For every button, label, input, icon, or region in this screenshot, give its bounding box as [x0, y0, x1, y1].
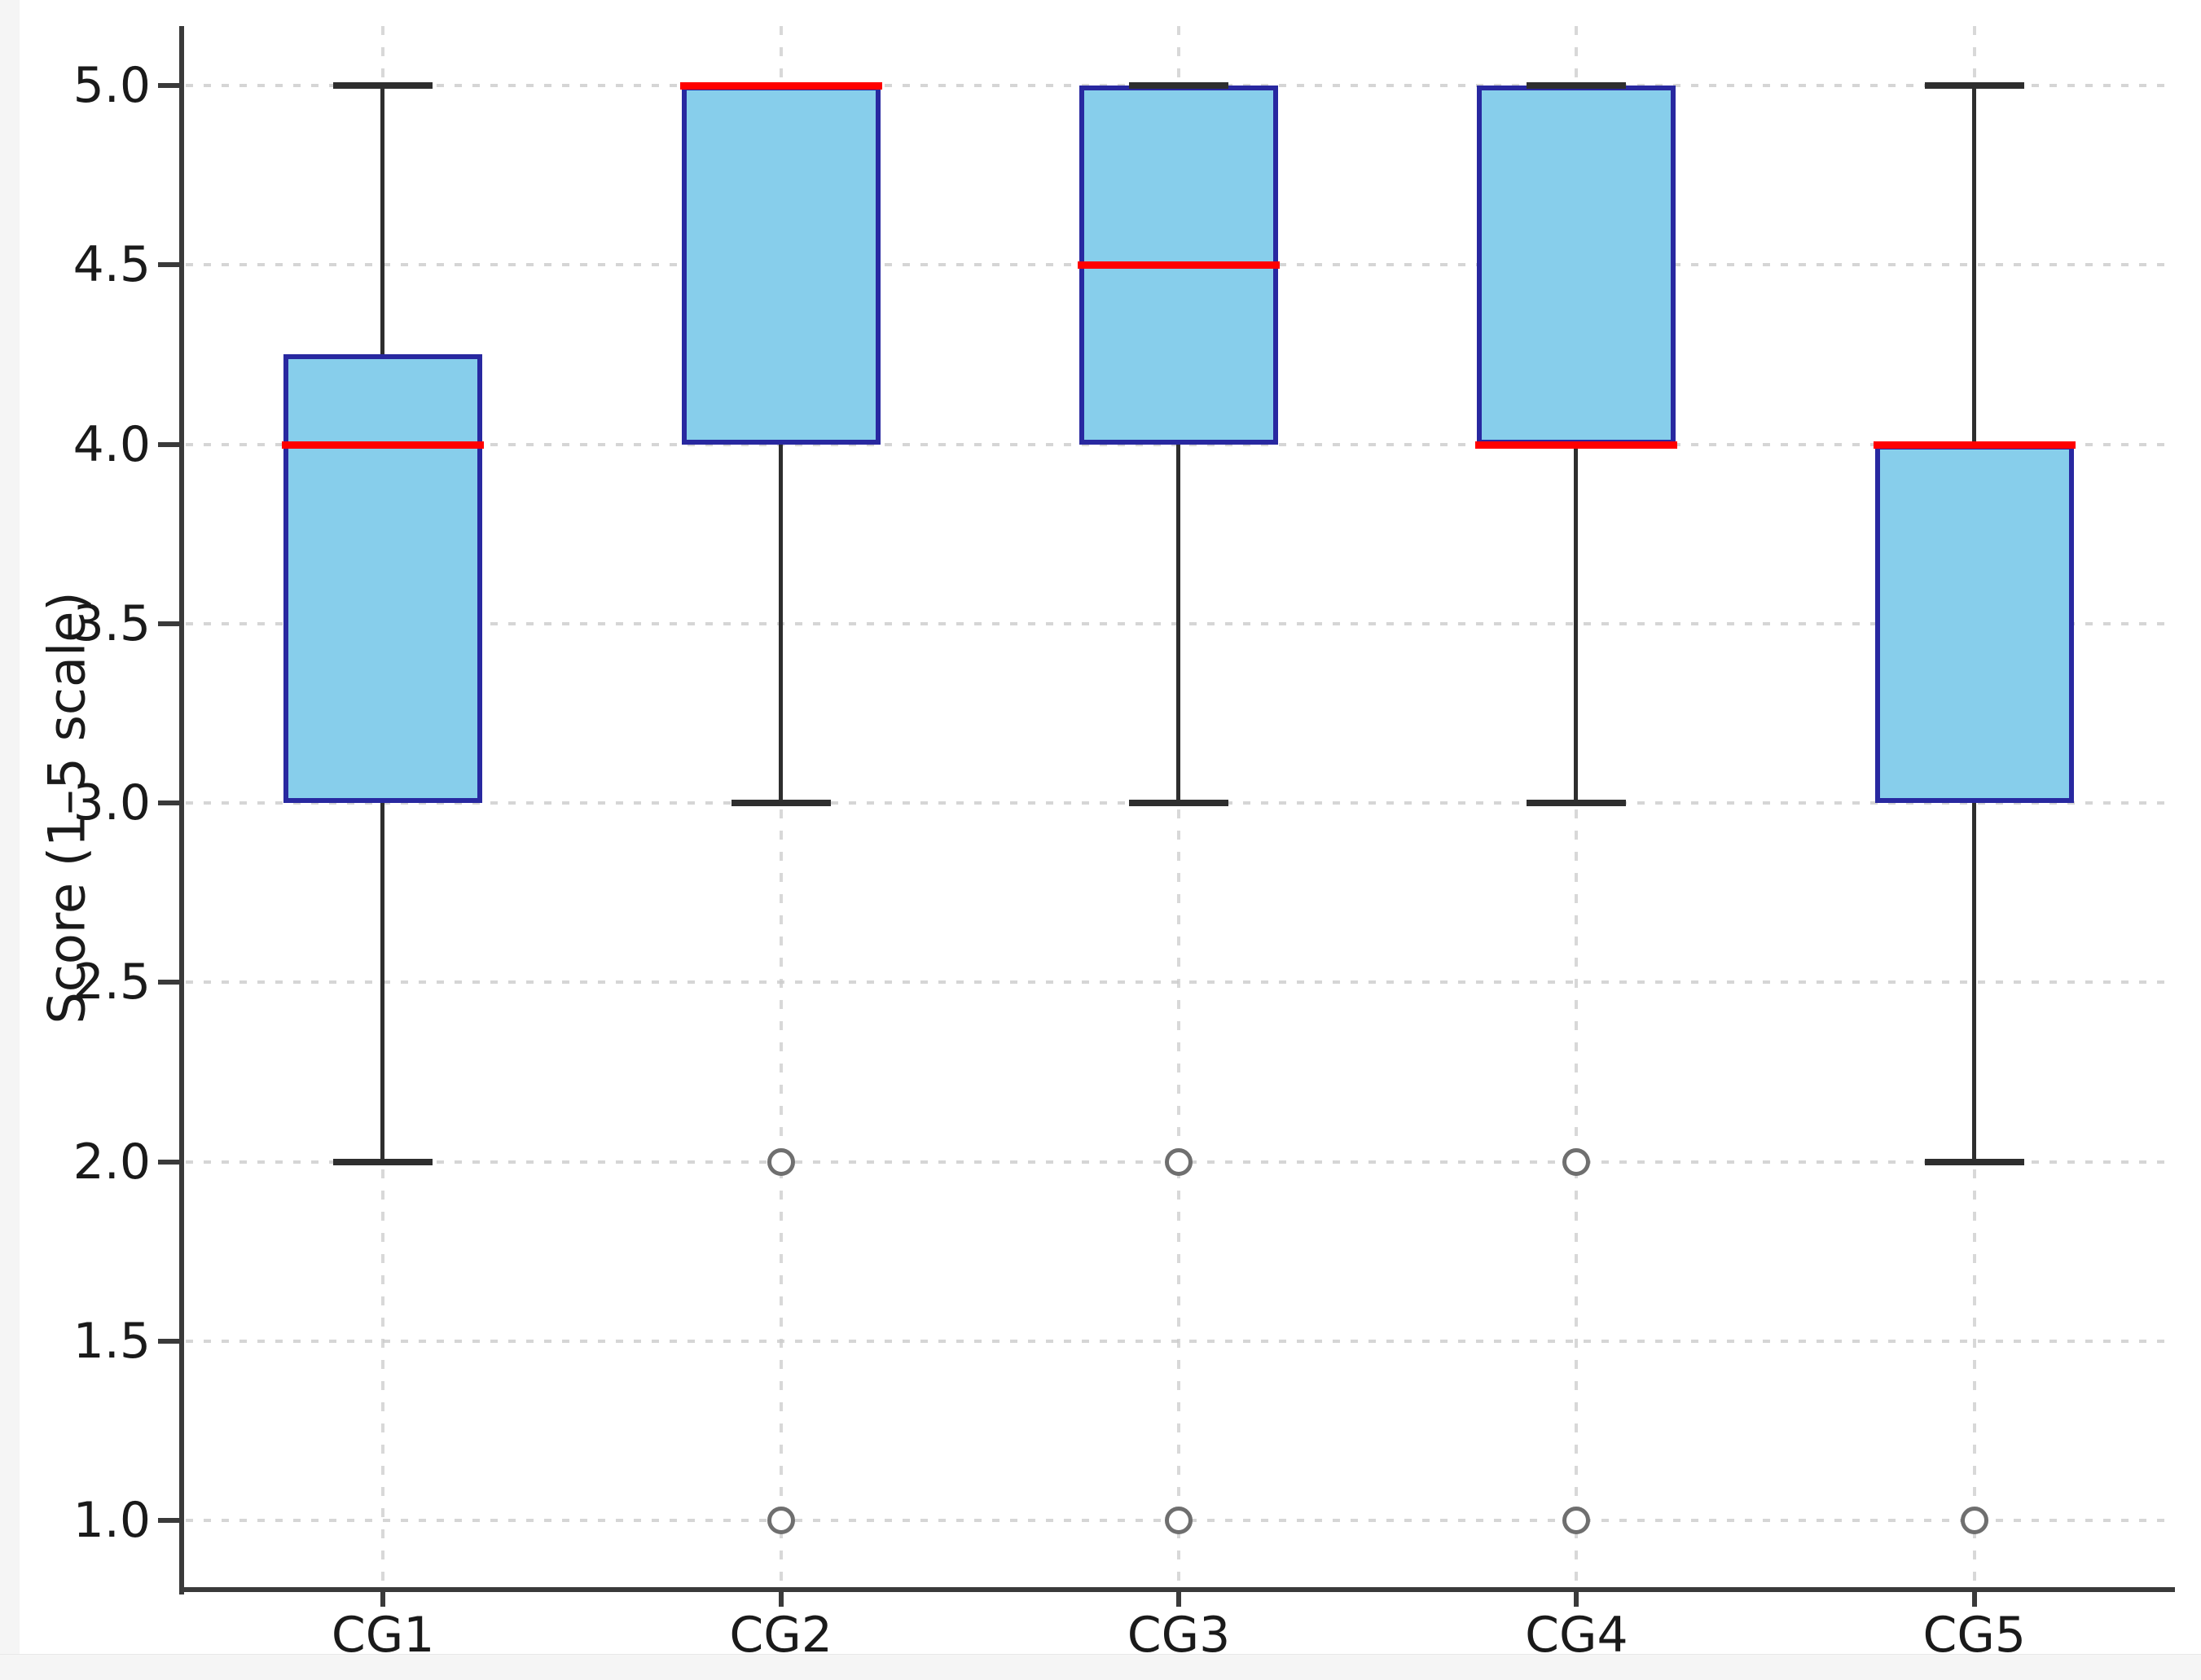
y-tick-mark [158, 1159, 179, 1165]
x-tick-mark [778, 1592, 784, 1607]
outlier-point [767, 1507, 795, 1534]
outlier-point [1562, 1147, 1591, 1176]
x-tick-label: CG5 [1922, 1607, 2027, 1664]
x-tick-label: CG3 [1127, 1607, 1231, 1664]
lower-whisker-line [380, 803, 385, 1162]
y-axis-spine [179, 26, 184, 1594]
left-margin-strip [0, 0, 20, 1679]
horizontal-gridline [186, 1339, 2173, 1343]
y-tick-mark [158, 83, 179, 88]
y-tick-label: 3.0 [72, 774, 151, 831]
y-tick-label: 3.5 [72, 594, 151, 652]
vertical-gridline [779, 26, 783, 1590]
box-rect [283, 354, 483, 803]
x-tick-label: CG2 [729, 1607, 833, 1664]
outlier-point [1960, 1507, 1988, 1534]
outlier-point [767, 1147, 795, 1176]
median-line [679, 82, 882, 90]
y-tick-mark [158, 1518, 179, 1523]
lower-whisker-line [778, 444, 783, 803]
y-tick-label: 4.5 [72, 236, 151, 294]
y-tick-mark [158, 262, 179, 268]
whisker-cap [1527, 800, 1627, 806]
y-tick-mark [158, 621, 179, 626]
lower-whisker-line [1176, 444, 1180, 803]
whisker-cap [333, 1158, 433, 1165]
x-tick-mark [1971, 1592, 1977, 1607]
whisker-cap [1129, 82, 1228, 89]
median-line [1873, 441, 2076, 449]
outlier-point [1562, 1507, 1591, 1534]
x-tick-label: CG4 [1525, 1607, 1628, 1664]
horizontal-gridline [186, 980, 2173, 985]
upper-whisker-line [1971, 86, 1976, 445]
y-tick-mark [158, 801, 179, 805]
y-tick-label: 1.0 [72, 1492, 151, 1549]
outlier-point [1165, 1147, 1193, 1176]
upper-whisker-line [380, 86, 385, 355]
y-tick-mark [158, 1338, 179, 1344]
y-tick-mark [158, 980, 179, 985]
x-tick-mark [1574, 1592, 1579, 1607]
whisker-cap [731, 800, 831, 806]
box-rect [1874, 444, 2074, 803]
x-tick-label: CG1 [331, 1607, 435, 1664]
box-rect [1477, 86, 1676, 445]
whisker-cap [1527, 82, 1627, 89]
y-tick-label: 2.0 [72, 1133, 151, 1191]
outlier-point [1165, 1507, 1193, 1534]
y-tick-label: 1.5 [72, 1312, 151, 1370]
y-axis-label: Score (1–5 scale) [37, 591, 97, 1024]
median-line [282, 441, 485, 449]
y-tick-label: 2.5 [72, 954, 151, 1011]
vertical-gridline [1177, 26, 1180, 1590]
x-tick-mark [1176, 1592, 1181, 1607]
x-tick-mark [380, 1592, 386, 1607]
whisker-cap [1924, 82, 2024, 89]
whisker-cap [1129, 800, 1228, 806]
y-tick-label: 5.0 [72, 57, 151, 114]
x-axis-spine [179, 1587, 2175, 1592]
whisker-cap [333, 82, 433, 89]
box-rect [681, 86, 881, 445]
median-line [1078, 261, 1280, 270]
vertical-gridline [1575, 26, 1579, 1590]
y-tick-mark [158, 441, 179, 447]
median-line [1475, 441, 1678, 449]
lower-whisker-line [1971, 803, 1976, 1162]
whisker-cap [1924, 1158, 2024, 1165]
y-tick-label: 4.0 [72, 415, 151, 473]
lower-whisker-line [1574, 444, 1579, 803]
bottom-margin-strip [0, 1654, 2201, 1680]
